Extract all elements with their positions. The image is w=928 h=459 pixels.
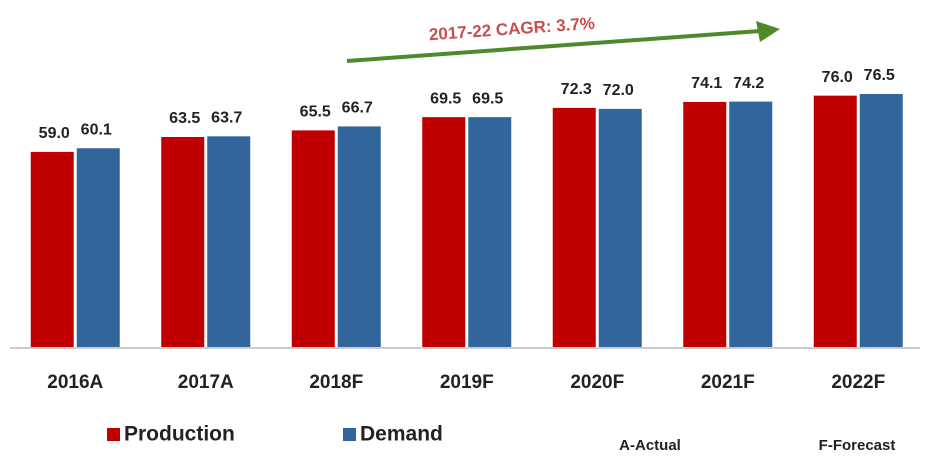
- cagr-arrow: [346, 29, 761, 63]
- x-tick-label: 2020F: [570, 372, 624, 393]
- value-label: 72.3: [561, 81, 592, 98]
- value-label: 65.5: [300, 104, 331, 121]
- bar: [683, 101, 727, 347]
- value-label: 76.0: [822, 69, 853, 86]
- value-label: 74.1: [691, 75, 722, 92]
- x-tick-label: 2021F: [701, 372, 755, 393]
- bar: [207, 136, 251, 347]
- bar: [291, 130, 335, 347]
- arrow-head: [756, 21, 780, 42]
- legend-label: Demand: [360, 423, 443, 446]
- value-label: 76.5: [864, 67, 895, 84]
- note: A-Actual: [619, 437, 681, 454]
- cagr-annotation: 2017-22 CAGR: 3.7%: [428, 14, 595, 45]
- x-tick-label: 2019F: [440, 372, 494, 393]
- bar: [337, 126, 381, 347]
- x-tick-label: 2017A: [178, 372, 234, 393]
- value-label: 59.0: [39, 125, 70, 142]
- bar: [729, 101, 773, 347]
- bar: [76, 148, 120, 347]
- value-label: 63.7: [211, 110, 242, 127]
- bar: [422, 117, 466, 347]
- value-label: 60.1: [81, 121, 112, 138]
- x-tick-label: 2022F: [831, 372, 885, 393]
- value-label: 74.2: [733, 75, 764, 92]
- bar: [813, 95, 857, 347]
- bar: [859, 94, 903, 347]
- x-tick-label: 2018F: [309, 372, 363, 393]
- bar: [552, 107, 596, 347]
- value-label: 72.0: [603, 82, 634, 99]
- value-label: 69.5: [472, 90, 503, 107]
- legend-label: Production: [124, 423, 235, 446]
- x-tick-label: 2016A: [47, 372, 103, 393]
- legend-swatch: [107, 428, 120, 441]
- legend-swatch: [343, 428, 356, 441]
- bar: [468, 117, 512, 347]
- bar: [161, 136, 205, 347]
- value-label: 69.5: [430, 90, 461, 107]
- value-label: 66.7: [342, 100, 373, 117]
- bar: [30, 151, 74, 347]
- note: F-Forecast: [819, 437, 896, 454]
- value-label: 63.5: [169, 110, 200, 127]
- bar: [598, 108, 642, 347]
